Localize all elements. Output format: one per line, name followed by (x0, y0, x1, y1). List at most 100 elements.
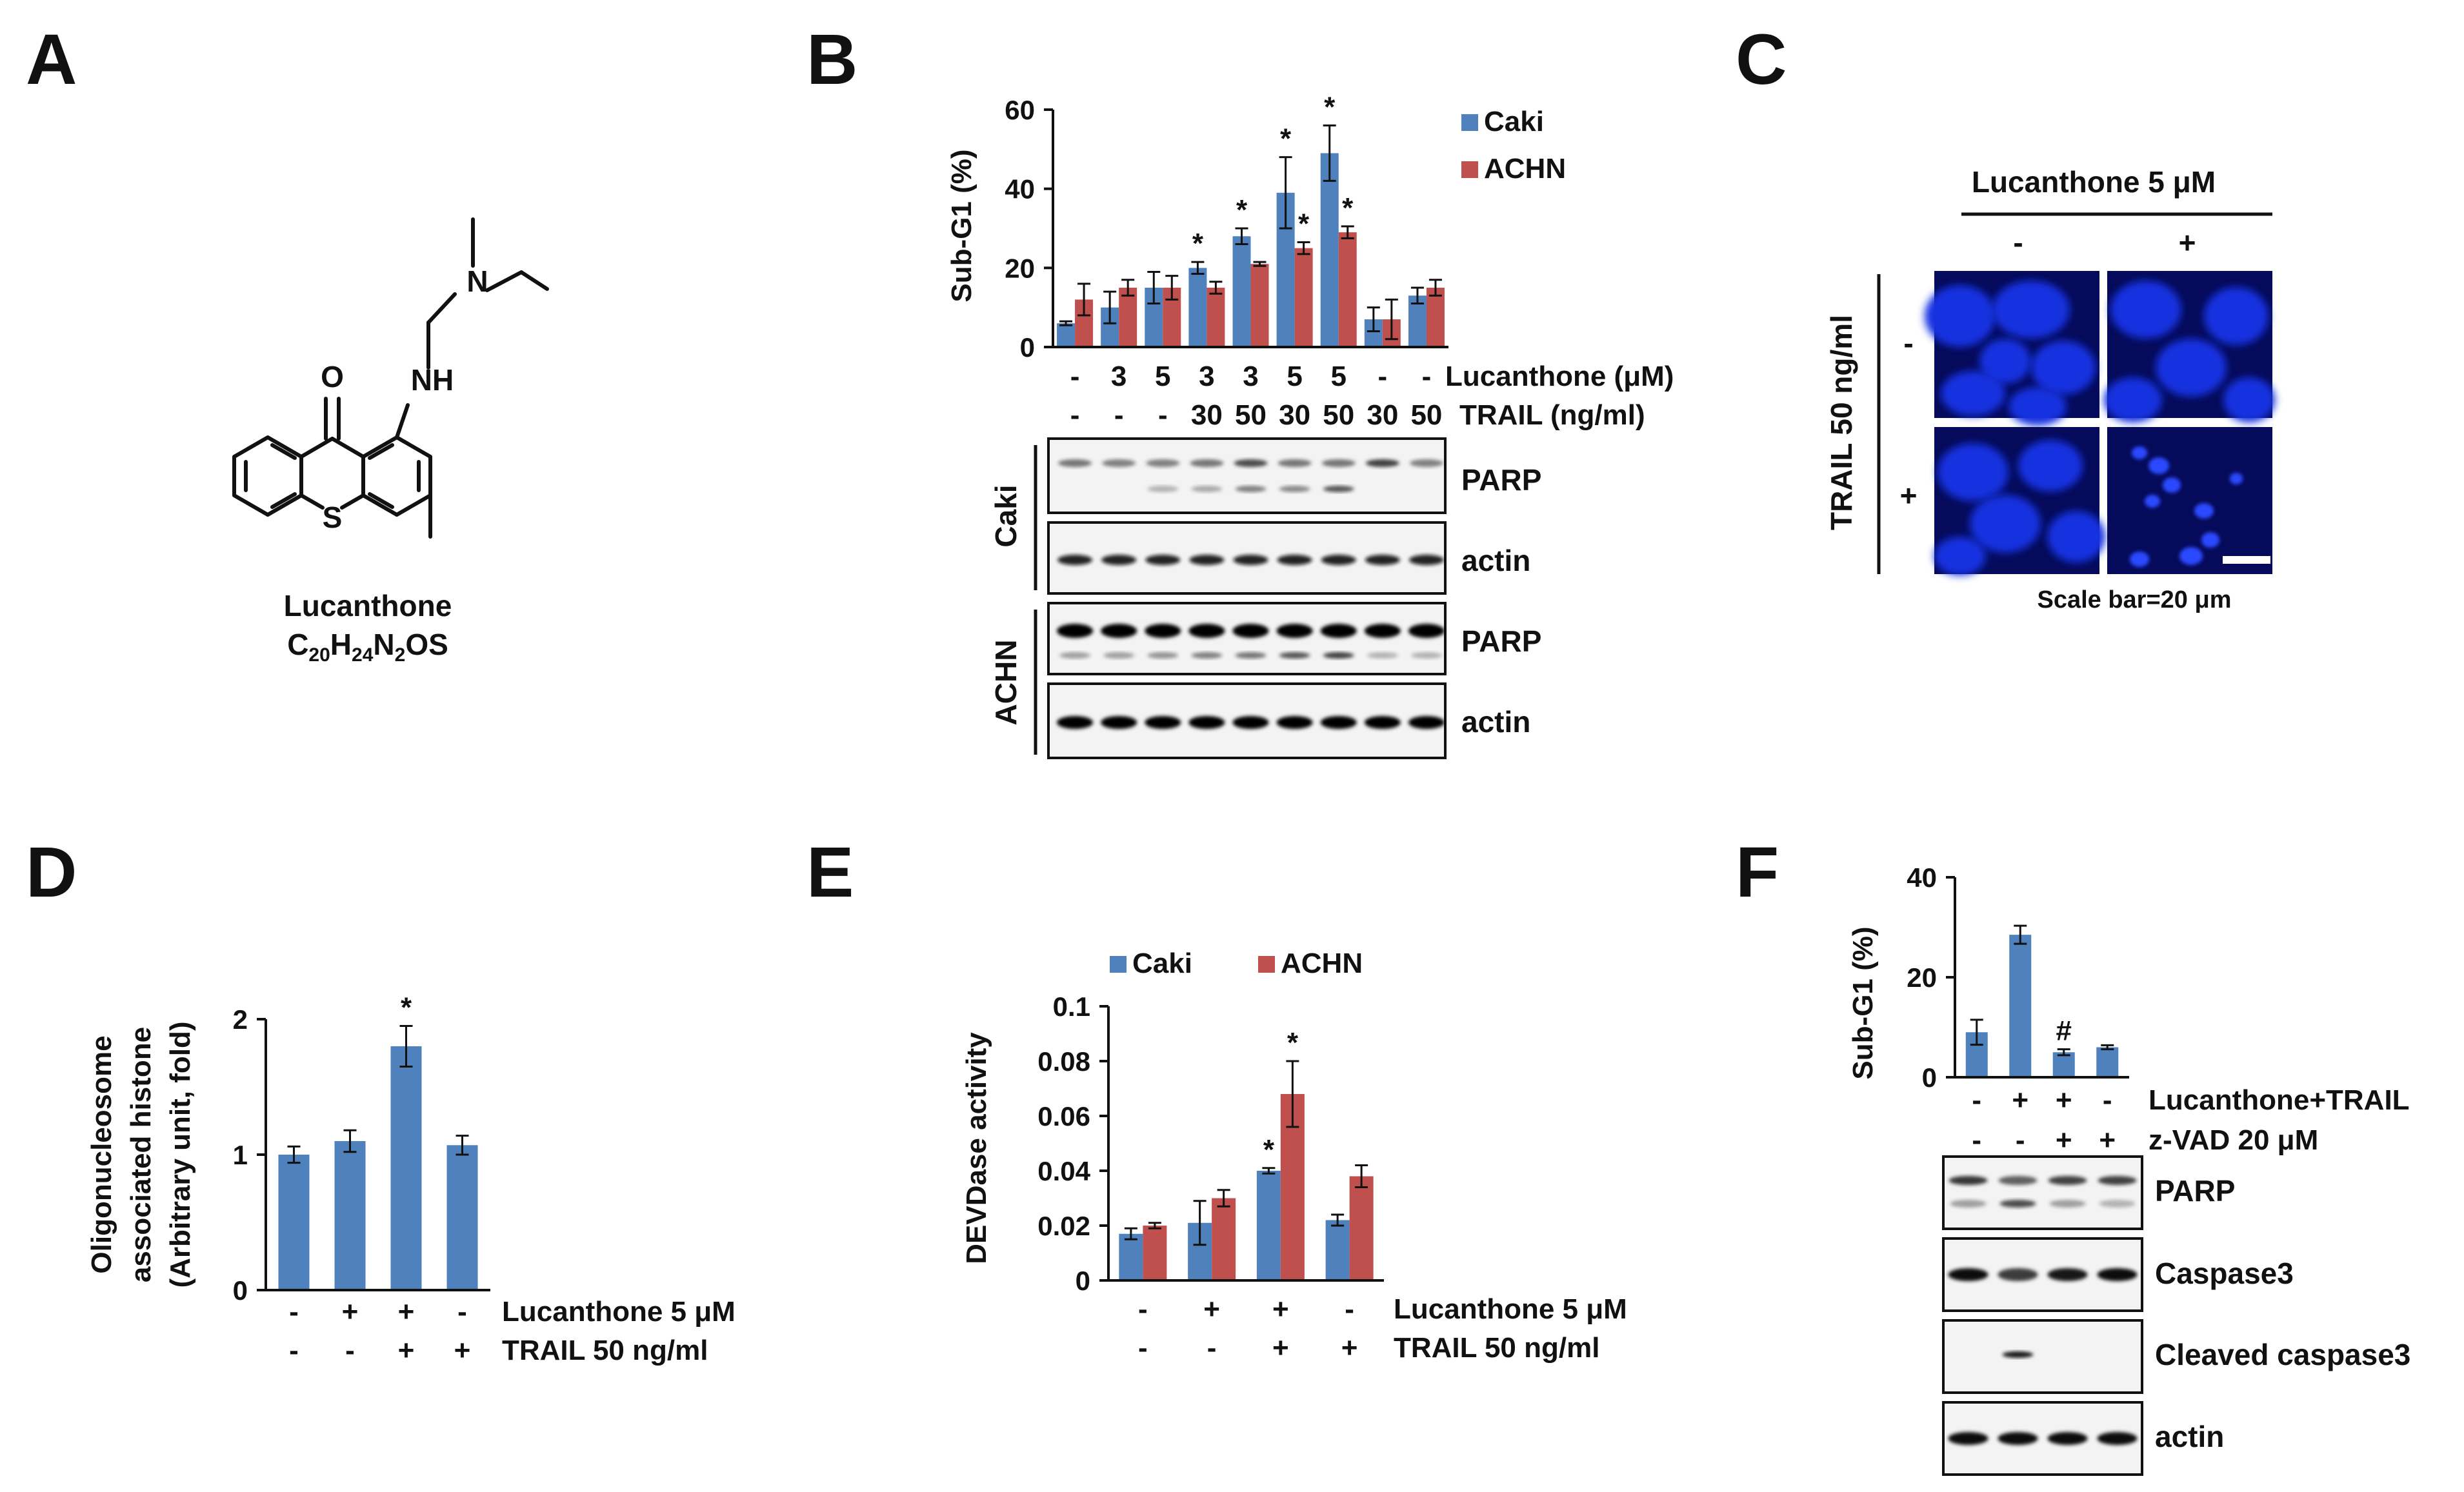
band (1365, 459, 1399, 467)
band (1364, 624, 1401, 638)
band (1103, 652, 1135, 659)
band (1101, 716, 1137, 729)
bar-caki-3 (1188, 268, 1207, 347)
band (1948, 1176, 1988, 1185)
y-tick-label: 0.04 (1037, 1156, 1090, 1186)
significance-mark: * (1192, 228, 1204, 259)
nucleus (2018, 440, 2083, 492)
scale-bar (2223, 556, 2270, 564)
band (1276, 716, 1313, 729)
nucleus (2145, 495, 2160, 508)
band (1277, 459, 1312, 467)
band (1147, 652, 1179, 659)
band (1057, 624, 1094, 638)
blot-f-parp (1942, 1155, 2143, 1230)
band (1323, 486, 1354, 492)
condition-mark: 30 (1279, 399, 1310, 431)
band (1998, 1268, 2038, 1281)
band (1998, 1432, 2038, 1445)
condition-mark: 5 (1287, 361, 1302, 392)
condition-mark: - (1345, 1293, 1354, 1325)
bar-achn-3 (1349, 1176, 1374, 1280)
condition-mark: 30 (1367, 399, 1398, 431)
y-tick-label: 0 (1922, 1062, 1937, 1093)
condition-mark: 3 (1199, 361, 1214, 392)
condition-mark: + (1272, 1293, 1289, 1325)
legend-swatch-caki-e (1110, 956, 1127, 973)
nucleus (2132, 446, 2147, 459)
band (1232, 624, 1269, 638)
nucleus (2204, 287, 2269, 345)
condition-mark: - (1138, 1293, 1148, 1325)
condition-mark: - (457, 1296, 467, 1328)
condition-rows-d: - + + - - - + + (289, 1296, 470, 1366)
band (1365, 555, 1400, 565)
nucleus (2148, 457, 2169, 474)
significance-mark: * (1280, 123, 1292, 155)
y-tick-label: 60 (1005, 95, 1035, 125)
condition-mark: 30 (1191, 399, 1223, 431)
bar-achn-4 (1250, 264, 1269, 347)
row-label-plus: + (1900, 479, 1918, 512)
blot-bands-b (1057, 459, 1445, 729)
nucleus (2104, 377, 2162, 423)
bar-caki-3 (1325, 1220, 1350, 1280)
devdase-chart-e: 0 0.02 0.04 0.06 0.08 0.1 * * (1037, 991, 1384, 1296)
significance-mark: # (2056, 1015, 2072, 1047)
nucleus (2201, 532, 2219, 548)
nucleus (2031, 341, 2096, 395)
band (1191, 652, 1223, 659)
atom-s: S (323, 501, 343, 534)
condition-rows-b: -3 5 3 3 5 5- -- - -30 50 30 50 30 50 (1070, 361, 1443, 431)
bar-values-2 (390, 1046, 422, 1290)
nucleus (2008, 387, 2067, 426)
band (1409, 459, 1443, 467)
band (1101, 624, 1137, 638)
condition-mark: + (454, 1335, 471, 1366)
nucleus (2223, 377, 2275, 423)
y-tick-label: 20 (1005, 253, 1035, 283)
blot-label-f-parp: PARP (2155, 1174, 2235, 1208)
row-label-f-zvad: z-VAD 20 μM (2148, 1124, 2318, 1156)
y-tick-label: 0.02 (1037, 1211, 1090, 1241)
panel-letter-d: D (26, 833, 77, 912)
bar-values-3 (446, 1145, 478, 1290)
significance-mark: * (1236, 194, 1248, 226)
condition-rows-f: - + + -- - + + (1972, 1084, 2116, 1156)
significance-mark: * (1324, 92, 1336, 123)
band (2097, 1432, 2138, 1445)
band (1950, 1200, 1987, 1208)
condition-mark: + (398, 1335, 415, 1366)
panel-c-header: Lucanthone 5 μM (1972, 165, 2216, 199)
band (1323, 652, 1354, 659)
band (2097, 1268, 2138, 1281)
legend-label-caki-e: Caki (1132, 948, 1192, 979)
condition-rows-e: - + + - - - + + (1138, 1293, 1357, 1364)
y-tick-label: 0.06 (1037, 1101, 1090, 1131)
condition-mark: + (1272, 1332, 1289, 1364)
condition-mark: - (1070, 399, 1080, 431)
sub-g1-chart-f: 0 20 40 # (1907, 862, 2129, 1093)
col-label-plus: + (2179, 226, 2196, 259)
nucleus (1979, 339, 2031, 384)
band (1189, 555, 1225, 565)
legend-swatch-caki-b (1461, 114, 1478, 131)
nucleus (2130, 552, 2149, 567)
blot-label-achn-parp: PARP (1461, 624, 1541, 658)
compound-name: Lucanthone (284, 589, 452, 622)
band (1279, 652, 1310, 659)
bar-achn-3 (1207, 288, 1225, 347)
condition-mark: 50 (1323, 399, 1354, 431)
band (1057, 555, 1093, 565)
panel-e: 00.020.040.060.080.1** DEVDase activity … (961, 948, 1627, 1364)
y-axis-label-e: DEVDase activity (961, 1032, 992, 1264)
panel-letter-e: E (806, 833, 854, 912)
blot-label-f-cleaved-caspase3: Cleaved caspase3 (2155, 1338, 2410, 1371)
bar-caki-4 (1232, 236, 1251, 347)
band (1232, 716, 1269, 729)
band (1145, 624, 1181, 638)
condition-mark: + (2056, 1124, 2072, 1156)
y-axis-label-d-line1: Oligonucleosome (86, 1035, 117, 1273)
band (1191, 486, 1223, 492)
sub-g1-chart-b: 0 20 40 60 * * * * * * (1005, 92, 1448, 363)
